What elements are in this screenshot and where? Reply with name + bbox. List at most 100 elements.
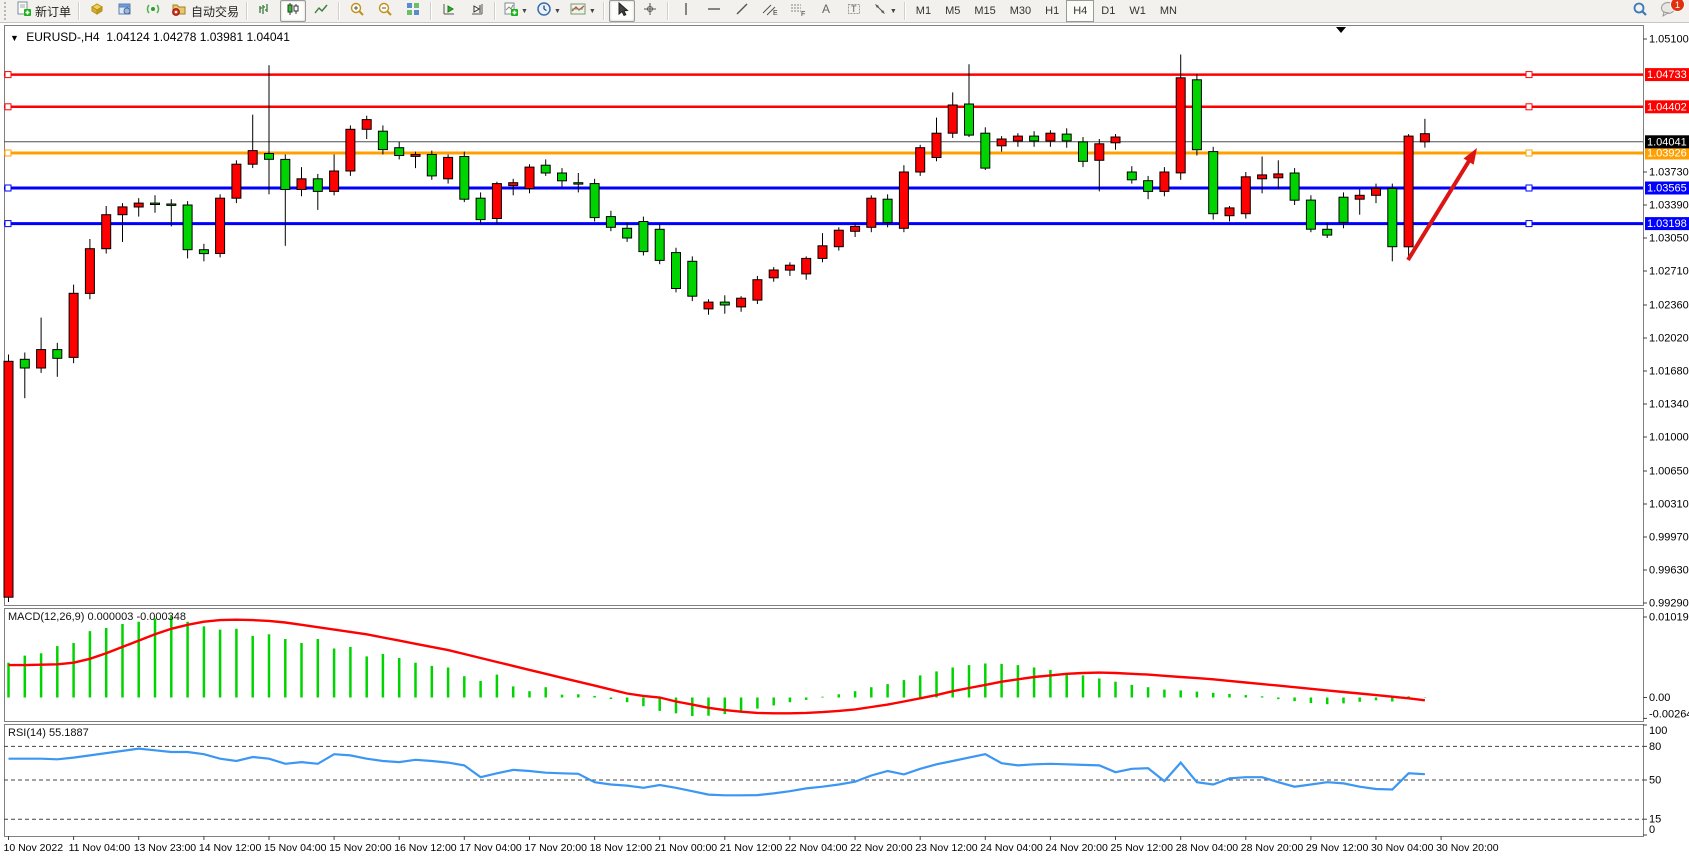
fibonacci-button[interactable]: F	[785, 0, 811, 22]
macd-signal-line	[8, 618, 1426, 715]
toolbar-separator	[246, 2, 249, 20]
crosshair-button[interactable]	[637, 0, 663, 22]
svg-text:1.03390: 1.03390	[1649, 200, 1689, 212]
candlestick-chart-icon	[285, 1, 301, 22]
bar-high-value: 1.04278	[153, 30, 197, 44]
timeframe-W1[interactable]: W1	[1129, 5, 1146, 17]
chevron-down-icon: ▼	[553, 7, 561, 15]
horizontal-line-button[interactable]	[701, 0, 727, 22]
data-window-button[interactable]	[112, 0, 138, 22]
svg-text:1.03565: 1.03565	[1647, 183, 1687, 195]
toolbar-separator	[338, 2, 341, 20]
auto-scroll-icon	[441, 1, 457, 22]
svg-text:1.01680: 1.01680	[1649, 366, 1689, 378]
rsi-level-lines	[4, 745, 1643, 820]
macd-value-main: 0.000003	[87, 611, 134, 623]
templates-button[interactable]: ▼	[566, 0, 599, 22]
zoom-out-button[interactable]	[372, 0, 398, 22]
svg-text:1.02360: 1.02360	[1649, 300, 1689, 312]
timeframe-M30[interactable]: M30	[1009, 5, 1032, 17]
templates-icon	[569, 1, 587, 22]
timeframe-M1[interactable]: M1	[915, 5, 932, 17]
main-price-panel[interactable]	[4, 25, 1644, 606]
timeframe-M5[interactable]: M5	[945, 5, 961, 17]
new-order-label: 新订单	[35, 4, 72, 19]
toolbar-drag-handle[interactable]	[4, 2, 10, 20]
toolbar-separator	[494, 2, 497, 20]
macd-panel[interactable]	[4, 608, 1644, 722]
text-label-button[interactable]: T	[841, 0, 867, 22]
vertical-line-button[interactable]	[673, 0, 699, 22]
svg-text:22 Nov 04:00: 22 Nov 04:00	[785, 842, 848, 854]
candlestick-chart-button[interactable]	[280, 0, 307, 22]
svg-text:1.01340: 1.01340	[1649, 399, 1689, 411]
timeframe-H1[interactable]: H1	[1045, 5, 1060, 17]
svg-text:1.01000: 1.01000	[1649, 432, 1689, 444]
chevron-down-icon: ▼	[521, 7, 528, 15]
autotrade-label: 自动交易	[191, 4, 240, 19]
signals-icon	[145, 1, 161, 22]
line-chart-button[interactable]	[308, 0, 334, 22]
svg-text:1.00310: 1.00310	[1649, 499, 1689, 511]
svg-text:0.00: 0.00	[1649, 692, 1670, 704]
cursor-button[interactable]	[608, 0, 635, 22]
periods-button[interactable]: ▼	[533, 0, 564, 22]
svg-text:29 Nov 12:00: 29 Nov 12:00	[1306, 842, 1369, 854]
timeframe-H4[interactable]: H4	[1066, 0, 1095, 22]
arrows-icon	[872, 1, 888, 22]
svg-text:1.04733: 1.04733	[1647, 69, 1687, 81]
bar-chart-button[interactable]	[252, 0, 278, 22]
chevron-down-icon: ▼	[889, 7, 897, 15]
candlesticks[interactable]	[3, 54, 1430, 603]
zoom-in-icon	[349, 1, 365, 22]
indicators-icon	[503, 1, 519, 22]
crosshair-icon	[642, 1, 658, 22]
trendline-button[interactable]	[729, 0, 755, 22]
svg-text:10 Nov 2022: 10 Nov 2022	[4, 842, 64, 854]
channel-button[interactable]: E	[757, 0, 783, 22]
rsi-axis[interactable]: 100 80 50 150	[1643, 724, 1667, 836]
date-axis[interactable]: 10 Nov 2022 11 Nov 04:00 13 Nov 23:00 14 No…	[4, 836, 1499, 854]
market-watch-button[interactable]	[84, 0, 110, 22]
horizontal-level-lines[interactable]	[4, 71, 1643, 228]
timeframe-M15[interactable]: M15	[974, 5, 996, 17]
toolbar-separator	[666, 2, 669, 20]
new-order-button[interactable]: 新订单	[13, 0, 74, 22]
chart-shift-button[interactable]	[464, 0, 490, 22]
svg-text:1.03730: 1.03730	[1649, 167, 1689, 179]
search-button[interactable]	[1627, 0, 1653, 22]
arrows-button[interactable]: ▼	[869, 0, 900, 22]
macd-axis[interactable]: 0.010191 0.00 -0.002642	[1643, 612, 1689, 721]
chart-menu-triangle-icon[interactable]: ▼	[10, 33, 19, 43]
scroll-to-end-marker[interactable]	[1336, 27, 1346, 33]
price-chart-canvas[interactable]: 1.05100 1.03730 1.03390 1.03050 1.02710 1.023…	[0, 24, 1689, 860]
indicators-button[interactable]: ▼	[500, 0, 531, 22]
toolbar-separator	[903, 2, 906, 20]
timeframe-toolbar: M1 M5 M15 M30 H1 H4 D1 W1 MN	[909, 0, 1184, 22]
timeframe-MN[interactable]: MN	[1159, 5, 1177, 17]
auto-scroll-button[interactable]	[436, 0, 462, 22]
channel-icon: E	[761, 1, 779, 22]
vertical-line-icon	[680, 1, 692, 22]
cursor-icon	[615, 1, 629, 22]
svg-text:50: 50	[1649, 775, 1661, 787]
signals-button[interactable]	[140, 0, 166, 22]
tile-windows-button[interactable]	[400, 0, 426, 22]
zoom-in-button[interactable]	[344, 0, 370, 22]
annotation-arrow[interactable]	[1406, 148, 1477, 262]
autotrade-button[interactable]: 自动交易	[168, 0, 242, 22]
price-axis[interactable]: 1.05100 1.03730 1.03390 1.03050 1.02710 1.023…	[1643, 34, 1689, 610]
svg-text:1.03926: 1.03926	[1647, 148, 1687, 160]
notifications-button[interactable]: 1	[1655, 0, 1685, 22]
svg-text:1.04402: 1.04402	[1647, 101, 1687, 113]
bar-close-value: 1.04041	[246, 30, 290, 44]
svg-text:15 Nov 20:00: 15 Nov 20:00	[329, 842, 392, 854]
timeframe-D1[interactable]: D1	[1101, 5, 1116, 17]
text-button[interactable]: A	[813, 0, 839, 22]
svg-text:F: F	[801, 11, 805, 17]
tile-windows-icon	[405, 1, 421, 22]
svg-text:24 Nov 04:00: 24 Nov 04:00	[980, 842, 1043, 854]
toolbar-separator	[78, 2, 81, 20]
macd-name: MACD(12,26,9)	[8, 611, 85, 623]
clock-icon	[536, 1, 552, 22]
